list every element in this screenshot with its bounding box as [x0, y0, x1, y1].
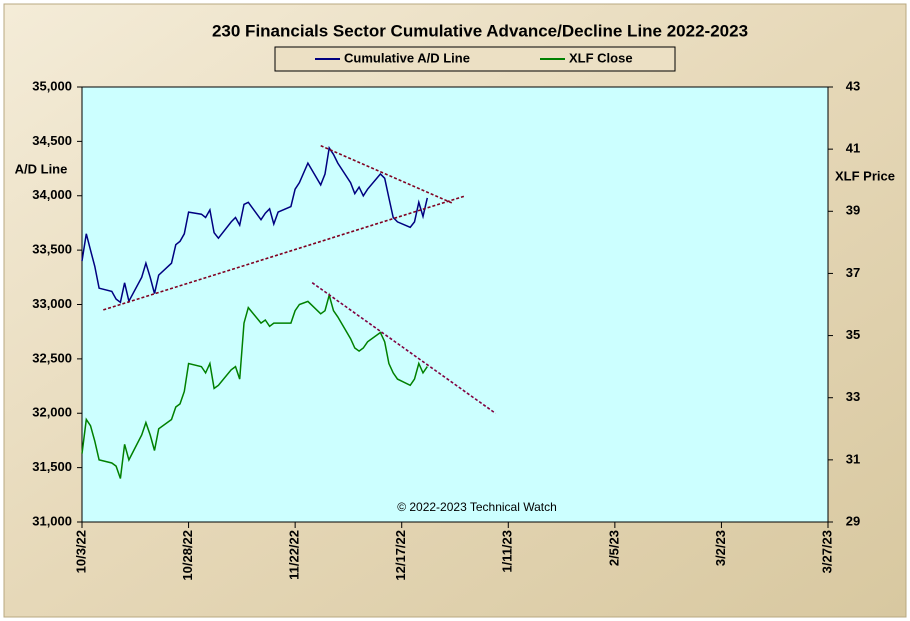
y2-tick-label: 33 [846, 389, 860, 404]
trendline [103, 195, 466, 311]
annotation: © 2022-2023 Technical Watch [397, 500, 557, 514]
chart-title: 230 Financials Sector Cumulative Advance… [212, 21, 748, 40]
y2-axis-label: XLF Price [835, 168, 895, 183]
y-tick-label: 33,000 [32, 296, 72, 311]
series-line [81, 292, 428, 479]
y2-tick-label: 35 [846, 327, 860, 342]
y-tick-label: 32,500 [32, 350, 72, 365]
y-tick-label: 34,000 [32, 187, 72, 202]
x-tick-label: 10/3/22 [73, 530, 88, 573]
legend-label: Cumulative A/D Line [344, 50, 470, 65]
trendline [320, 144, 454, 205]
x-tick-label: 11/22/22 [287, 530, 302, 580]
y-tick-label: 35,000 [32, 78, 72, 93]
y2-tick-label: 41 [846, 141, 860, 156]
y-tick-label: 32,000 [32, 405, 72, 420]
y2-tick-label: 43 [846, 78, 860, 93]
plot-area [81, 86, 829, 523]
y2-tick-label: 31 [846, 451, 860, 466]
y2-tick-label: 37 [846, 265, 860, 280]
y-tick-label: 34,500 [32, 133, 72, 148]
x-tick-label: 12/17/22 [393, 530, 408, 581]
y-tick-label: 33,500 [32, 242, 72, 257]
y-axis-label: A/D Line [15, 161, 68, 176]
y2-tick-label: 39 [846, 203, 860, 218]
y2-tick-label: 29 [846, 513, 860, 528]
x-tick-label: 10/28/22 [180, 530, 195, 581]
trendline [311, 282, 496, 414]
legend-label: XLF Close [569, 50, 633, 65]
x-tick-label: 3/27/23 [819, 530, 834, 573]
y-tick-label: 31,500 [32, 459, 72, 474]
x-tick-label: 1/11/23 [500, 530, 515, 573]
series-line [81, 145, 429, 304]
x-tick-label: 3/2/23 [713, 530, 728, 566]
y-tick-label: 31,000 [32, 513, 72, 528]
x-tick-label: 2/5/23 [606, 530, 621, 566]
legend [274, 46, 676, 72]
